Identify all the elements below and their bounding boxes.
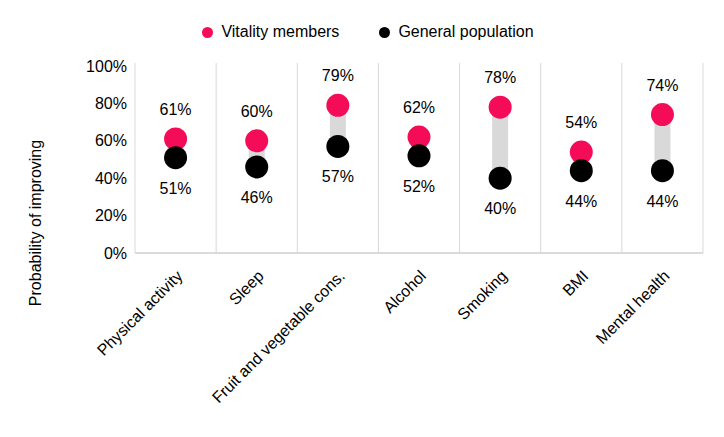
value-label-vitality: 79% xyxy=(322,67,354,84)
value-label-vitality: 78% xyxy=(484,69,516,86)
value-label-general: 57% xyxy=(322,168,354,185)
value-label-vitality: 54% xyxy=(565,114,597,131)
y-tick-label: 40% xyxy=(95,170,127,187)
dot-general xyxy=(489,167,512,190)
value-label-general: 51% xyxy=(160,180,192,197)
y-tick-label: 60% xyxy=(95,132,127,149)
dot-vitality xyxy=(245,129,268,152)
category-label: Alcohol xyxy=(380,267,429,316)
value-label-vitality: 74% xyxy=(646,77,678,94)
y-tick-label: 80% xyxy=(95,95,127,112)
value-label-general: 44% xyxy=(646,193,678,210)
category-label: Physical activity xyxy=(94,267,186,359)
value-label-vitality: 61% xyxy=(160,101,192,118)
dot-general xyxy=(651,159,674,182)
dot-vitality xyxy=(326,94,349,117)
category-label: BMI xyxy=(559,267,591,299)
y-tick-label: 100% xyxy=(86,58,127,75)
dot-vitality xyxy=(489,96,512,119)
chart-container: Vitality members General population 0%20… xyxy=(0,0,724,437)
y-axis-title: Probability of improving xyxy=(27,140,44,306)
value-label-vitality: 60% xyxy=(241,103,273,120)
dot-general xyxy=(164,146,187,169)
value-label-vitality: 62% xyxy=(403,99,435,116)
value-label-general: 52% xyxy=(403,178,435,195)
y-tick-label: 20% xyxy=(95,207,127,224)
dot-general xyxy=(408,144,431,167)
value-label-general: 44% xyxy=(565,193,597,210)
dot-vitality xyxy=(651,103,674,126)
dot-general xyxy=(245,155,268,178)
category-label: Mental health xyxy=(593,267,673,347)
category-label: Smoking xyxy=(454,267,510,323)
plot-svg: 0% 20% 40% 60% 80% 100% Probability of improvi… xyxy=(0,0,724,437)
dot-general xyxy=(570,159,593,182)
value-label-general: 46% xyxy=(241,189,273,206)
category-label: Fruit and vegetable cons. xyxy=(209,267,348,406)
category-label: Sleep xyxy=(226,267,267,308)
value-label-general: 40% xyxy=(484,200,516,217)
y-tick-label: 0% xyxy=(104,245,127,262)
dot-general xyxy=(326,135,349,158)
